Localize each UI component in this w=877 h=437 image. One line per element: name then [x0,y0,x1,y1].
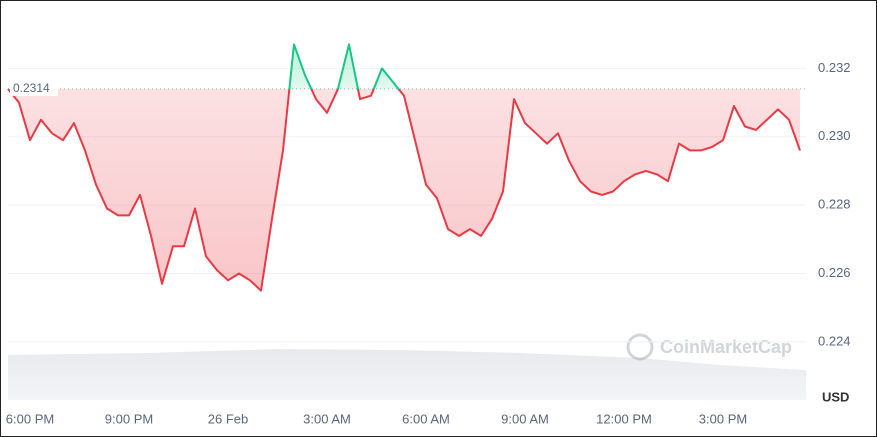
x-tick-label: 6:00 PM [6,411,54,426]
x-tick-label: 6:00 AM [402,411,450,426]
y-tick-label: 0.226 [818,265,851,280]
x-tick-label: 3:00 AM [303,411,351,426]
price-line [7,43,801,292]
volume-area [8,349,806,400]
x-tick-label: 12:00 PM [596,411,652,426]
area-fill [8,44,800,291]
y-tick-label: 0.232 [818,60,851,75]
watermark-text: CoinMarketCap [660,337,792,357]
baseline-label: 0.2314 [13,81,50,95]
y-tick-label: 0.230 [818,128,851,143]
x-tick-label: 9:00 AM [501,411,549,426]
y-tick-label: 0.224 [818,333,851,348]
x-tick-label: 9:00 PM [105,411,153,426]
baseline-label-bg [10,79,58,96]
x-tick-label: 26 Feb [208,411,248,426]
y-tick-label: 0.228 [818,197,851,212]
x-tick-label: 3:00 PM [699,411,747,426]
y-axis-label: USD [822,389,849,404]
